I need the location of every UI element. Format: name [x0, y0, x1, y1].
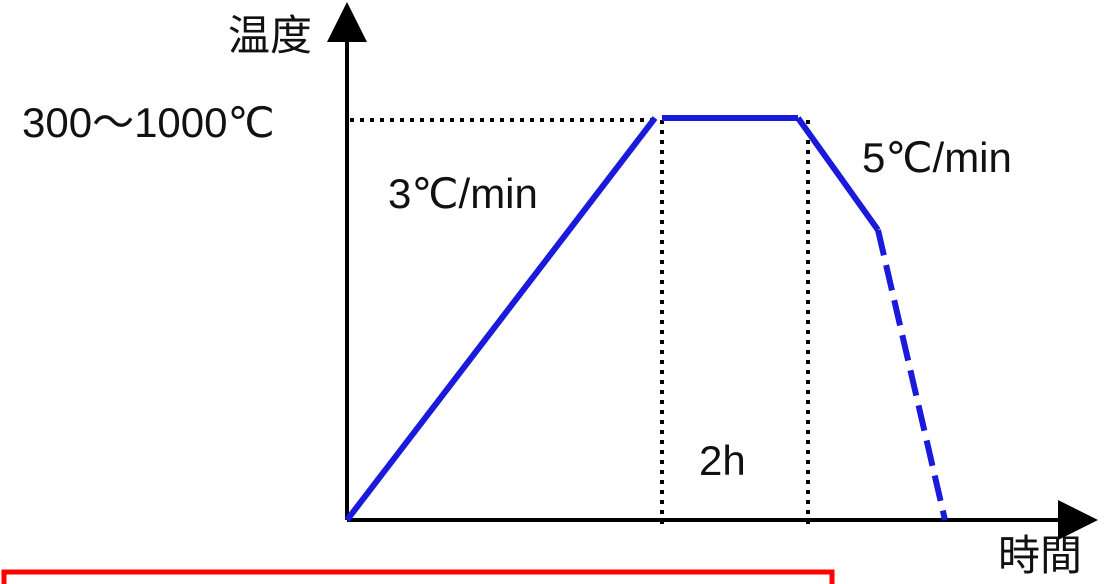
cooling-rate-label: 5℃/min [862, 134, 1012, 181]
heating-ramp-line [344, 116, 658, 522]
heating-rate-label: 3℃/min [388, 170, 538, 217]
highlight-box [1, 569, 835, 584]
hold-time-label: 2h [699, 437, 746, 484]
x-axis-label: 時間 [998, 532, 1082, 579]
cooling-ramp-line [795, 116, 881, 232]
y-axis-label: 温度 [228, 12, 312, 59]
temperature-label: 300〜1000℃ [22, 99, 275, 146]
furnace-cooling-dashed-line [875, 229, 948, 521]
